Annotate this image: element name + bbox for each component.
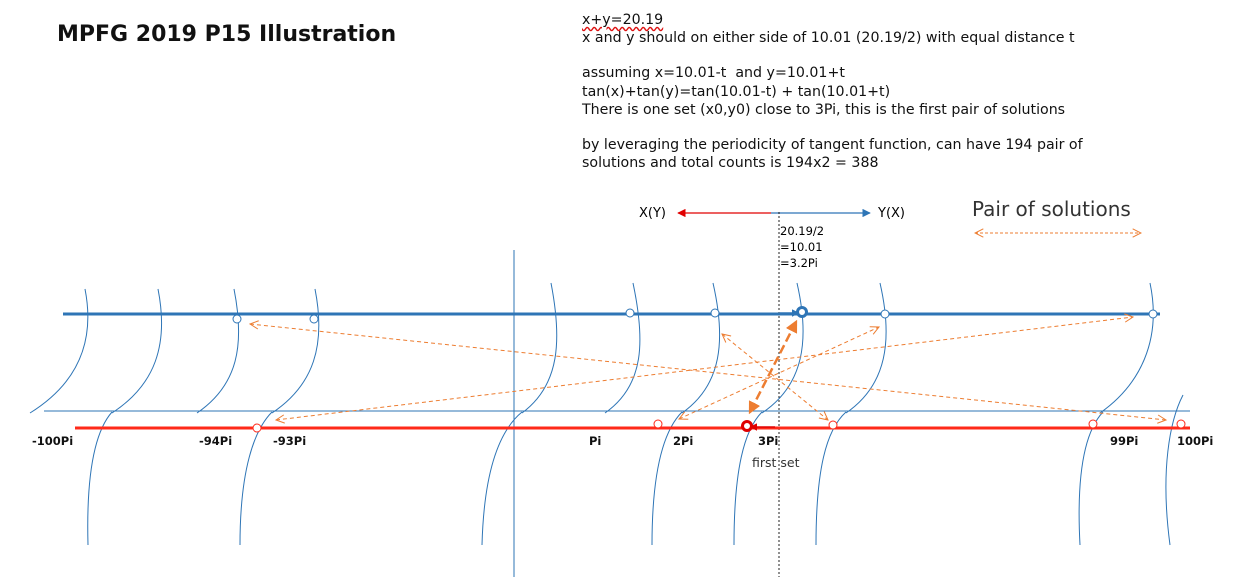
x-solution-marker <box>1176 419 1186 429</box>
first-set-label: first set <box>752 455 800 470</box>
x-solution-marker <box>252 423 262 433</box>
tangent-branch <box>87 411 113 546</box>
tangent-branch <box>1078 411 1104 546</box>
tick-label-pi: Pi <box>589 434 601 448</box>
first-x-solution-marker <box>741 420 753 432</box>
note-line-3: assuming x=10.01-t and y=10.01+t <box>582 65 845 82</box>
y-solution-marker <box>309 314 319 324</box>
tangent-branch <box>604 282 641 414</box>
y-solution-markers <box>232 308 1158 324</box>
equation-line: x+y=20.19 <box>582 11 1222 29</box>
tangent-branch <box>111 288 163 414</box>
tangent-branch <box>845 282 887 414</box>
tangent-branch <box>196 288 240 414</box>
first-pair-arrow <box>748 319 798 415</box>
equation-text: x+y=20.19 <box>582 12 664 28</box>
tangent-branch <box>1099 282 1154 414</box>
note-line-7: solutions and total counts is 194x2 = 38… <box>582 155 879 172</box>
note-line-4: tan(x)+tan(y)=tan(10.01-t) + tan(10.01+t… <box>582 83 891 100</box>
tick-label-2pi: 2Pi <box>673 434 693 448</box>
tangent-branch <box>733 411 763 546</box>
x-solution-markers <box>252 419 1186 433</box>
pair-arrow <box>679 327 879 419</box>
note-line-2: x and y should on either side of 10.01 (… <box>582 30 1075 47</box>
tangent-branch <box>271 288 320 414</box>
first-y-solution-marker <box>796 306 808 318</box>
x-solution-marker <box>828 420 838 430</box>
y-solution-marker <box>625 308 635 318</box>
tangent-branch <box>815 411 847 546</box>
tick-label-neg94pi: -94Pi <box>199 434 232 448</box>
midpoint-label-3: =3.2Pi <box>780 256 818 270</box>
y-solution-marker <box>1148 309 1158 319</box>
note-line-5: There is one set (x0,y0) close to 3Pi, t… <box>582 101 1066 118</box>
pair-arrow <box>276 317 1133 420</box>
tangent-branch <box>1165 394 1184 546</box>
tick-label-99pi: 99Pi <box>1110 434 1138 448</box>
x-solution-marker <box>1088 419 1098 429</box>
tangent-branch <box>681 282 721 414</box>
y-solution-marker <box>232 314 242 324</box>
y-solution-marker <box>880 309 890 319</box>
tick-label-neg93pi: -93Pi <box>273 434 306 448</box>
tick-label-100pi: 100Pi <box>1177 434 1213 448</box>
midpoint-label-1: 20.19/2 <box>780 224 824 238</box>
note-line-6: by leveraging the periodicity of tangent… <box>582 136 1083 153</box>
pair-arrow <box>722 334 828 420</box>
legend-label: Pair of solutions <box>972 197 1131 221</box>
y-direction-label: Y(X) <box>877 206 905 221</box>
tick-label-3pi: 3Pi <box>758 434 778 448</box>
problem-notes: x+y=20.19 x and y should on either side … <box>582 11 1222 172</box>
y-solution-marker <box>710 308 720 318</box>
page-title: MPFG 2019 P15 Illustration <box>57 22 397 47</box>
tangent-branches <box>29 282 1184 546</box>
tangent-branch <box>29 288 89 414</box>
x-direction-label: X(Y) <box>639 206 666 221</box>
tick-label-neg100pi: -100Pi <box>32 434 73 448</box>
x-solution-marker <box>653 419 663 429</box>
pair-arrows <box>250 317 1166 420</box>
midpoint-label-2: =10.01 <box>780 240 823 254</box>
tangent-branch <box>481 411 523 546</box>
tangent-branch <box>521 282 558 414</box>
tangent-branch <box>651 411 683 546</box>
